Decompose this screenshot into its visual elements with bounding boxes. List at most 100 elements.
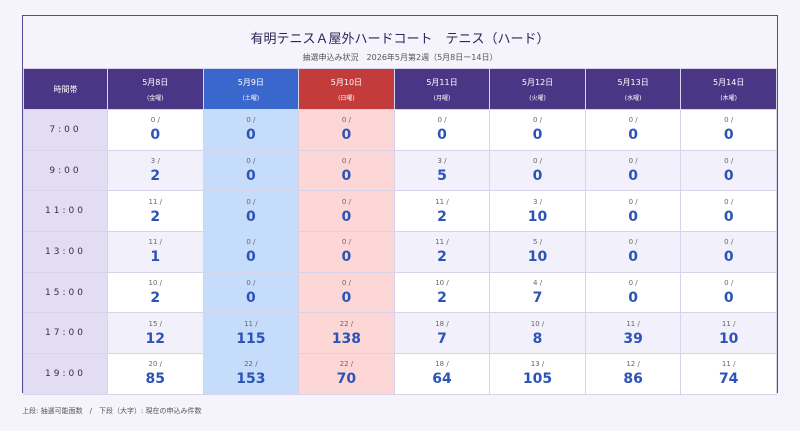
applied: 0: [532, 168, 543, 185]
separator: /: [539, 197, 543, 206]
available-line: 18 /: [395, 320, 490, 328]
available-line: 20 /: [108, 360, 203, 368]
available: 3: [150, 157, 156, 166]
available-line: 11 /: [586, 320, 681, 328]
applied: 12: [145, 330, 166, 347]
available-line: 0 /: [681, 238, 776, 246]
available-line: 0 /: [490, 157, 585, 165]
date: 5月13日: [617, 77, 649, 87]
cell: 0 /0: [202, 190, 300, 233]
available: 11: [244, 319, 253, 328]
table-body: 7:00 0 /0 0 /0 0 /0 0 /0 0 /0 0 /0 0 /0 9:00 3 /2…: [23, 109, 777, 395]
available: 13: [530, 360, 540, 369]
time: 19:00: [45, 368, 86, 379]
cell: 22 / 138: [298, 312, 395, 355]
applied: 0: [723, 127, 734, 144]
available-line: 0 /: [586, 157, 681, 165]
corner-header: 時間帯: [23, 68, 108, 110]
separator: /: [157, 116, 160, 125]
date: 5月11日: [426, 77, 458, 87]
available: 11: [148, 197, 158, 206]
time: 17:00: [45, 328, 86, 339]
separator: /: [733, 360, 736, 369]
applied: 0: [532, 127, 543, 144]
available-line: 10 /: [490, 320, 585, 328]
separator: /: [444, 116, 447, 125]
available-line: 0 /: [204, 279, 299, 287]
available-line: 11 /: [204, 320, 299, 328]
cell: 18 / 7: [393, 312, 491, 355]
date: 5月10日: [330, 77, 363, 87]
applied: 153: [236, 371, 266, 388]
available-line: 11 /: [681, 320, 776, 328]
corner: 時間帯: [53, 84, 78, 94]
applied: 0: [628, 290, 638, 307]
time: 7:00: [49, 124, 82, 135]
available-line: 0 /: [204, 198, 299, 206]
applied: 64: [432, 371, 452, 388]
separator: /: [253, 116, 256, 125]
applied: 0: [245, 249, 256, 266]
cell: 11 / 115: [202, 312, 300, 355]
cell: 0 /0: [680, 190, 777, 233]
cell: 11 / 10: [680, 312, 777, 355]
applied: 0: [628, 249, 638, 266]
weekday: (火曜): [529, 94, 546, 102]
available-line: 11 /: [108, 198, 203, 206]
separator: /: [635, 116, 638, 125]
date: 5月12日: [521, 77, 554, 87]
cell: 0 /0: [584, 231, 682, 273]
applied: 7: [437, 330, 447, 347]
applied: 10: [527, 208, 548, 225]
time-cell: 17:00: [23, 312, 108, 355]
applied: 2: [437, 249, 447, 266]
available-line: 0 /: [204, 116, 299, 124]
title: 有明テニスＡ屋外ハードコート テニス（ハード）: [250, 32, 550, 47]
applied: 0: [245, 168, 256, 185]
available: 3: [437, 157, 442, 166]
applied: 74: [718, 371, 739, 388]
cell: 18 / 64: [393, 353, 491, 395]
column-header: 5月12日 (火曜): [489, 68, 586, 110]
column-header: 5月11日 (月曜): [393, 68, 491, 110]
time-cell: 13:00: [23, 231, 108, 273]
available-line: 0 /: [586, 238, 681, 246]
row: 19:00 20 / 85 22 / 153 22 / 70 18 / 64 13 / 105 12 …: [23, 353, 777, 395]
separator: /: [159, 360, 163, 369]
applied: 105: [522, 371, 553, 388]
available: 0: [628, 238, 634, 247]
available: 18: [435, 360, 445, 369]
separator: /: [730, 157, 734, 166]
available-line: 11 /: [108, 238, 203, 246]
cell: 0 /0: [298, 231, 395, 273]
cell: 0 /0: [107, 109, 204, 151]
available: 3: [533, 197, 538, 206]
available: 11: [435, 197, 445, 206]
time: 11:00: [45, 206, 86, 217]
separator: /: [446, 360, 449, 369]
available-line: 22 /: [299, 360, 394, 368]
cell: 0 /0: [489, 109, 586, 151]
row: 17:00 15 / 12 11 / 115 22 / 138 18 / 7 10 / 8 11 / 3…: [23, 312, 777, 355]
time-cell: 15:00: [23, 271, 108, 314]
column-header: 5月14日 (木曜): [680, 68, 777, 110]
separator: /: [446, 319, 449, 328]
applied: 0: [245, 127, 256, 144]
separator: /: [159, 319, 163, 328]
row: 7:00 0 /0 0 /0 0 /0 0 /0 0 /0 0 /0 0 /0: [23, 109, 777, 151]
applied: 2: [437, 290, 447, 307]
available-line: 0 /: [299, 157, 394, 165]
separator: /: [635, 157, 638, 166]
separator: /: [348, 279, 351, 288]
available: 22: [339, 360, 349, 369]
available: 0: [724, 116, 729, 125]
applied: 0: [628, 168, 638, 185]
cell: 11 / 2: [393, 190, 491, 233]
cell: 0 /0: [298, 149, 395, 192]
available-line: 3 /: [490, 198, 585, 206]
available: 11: [148, 238, 158, 247]
cell: 0 /0: [298, 109, 395, 151]
applied: 39: [623, 330, 643, 347]
cell: 0 /0: [202, 271, 300, 314]
